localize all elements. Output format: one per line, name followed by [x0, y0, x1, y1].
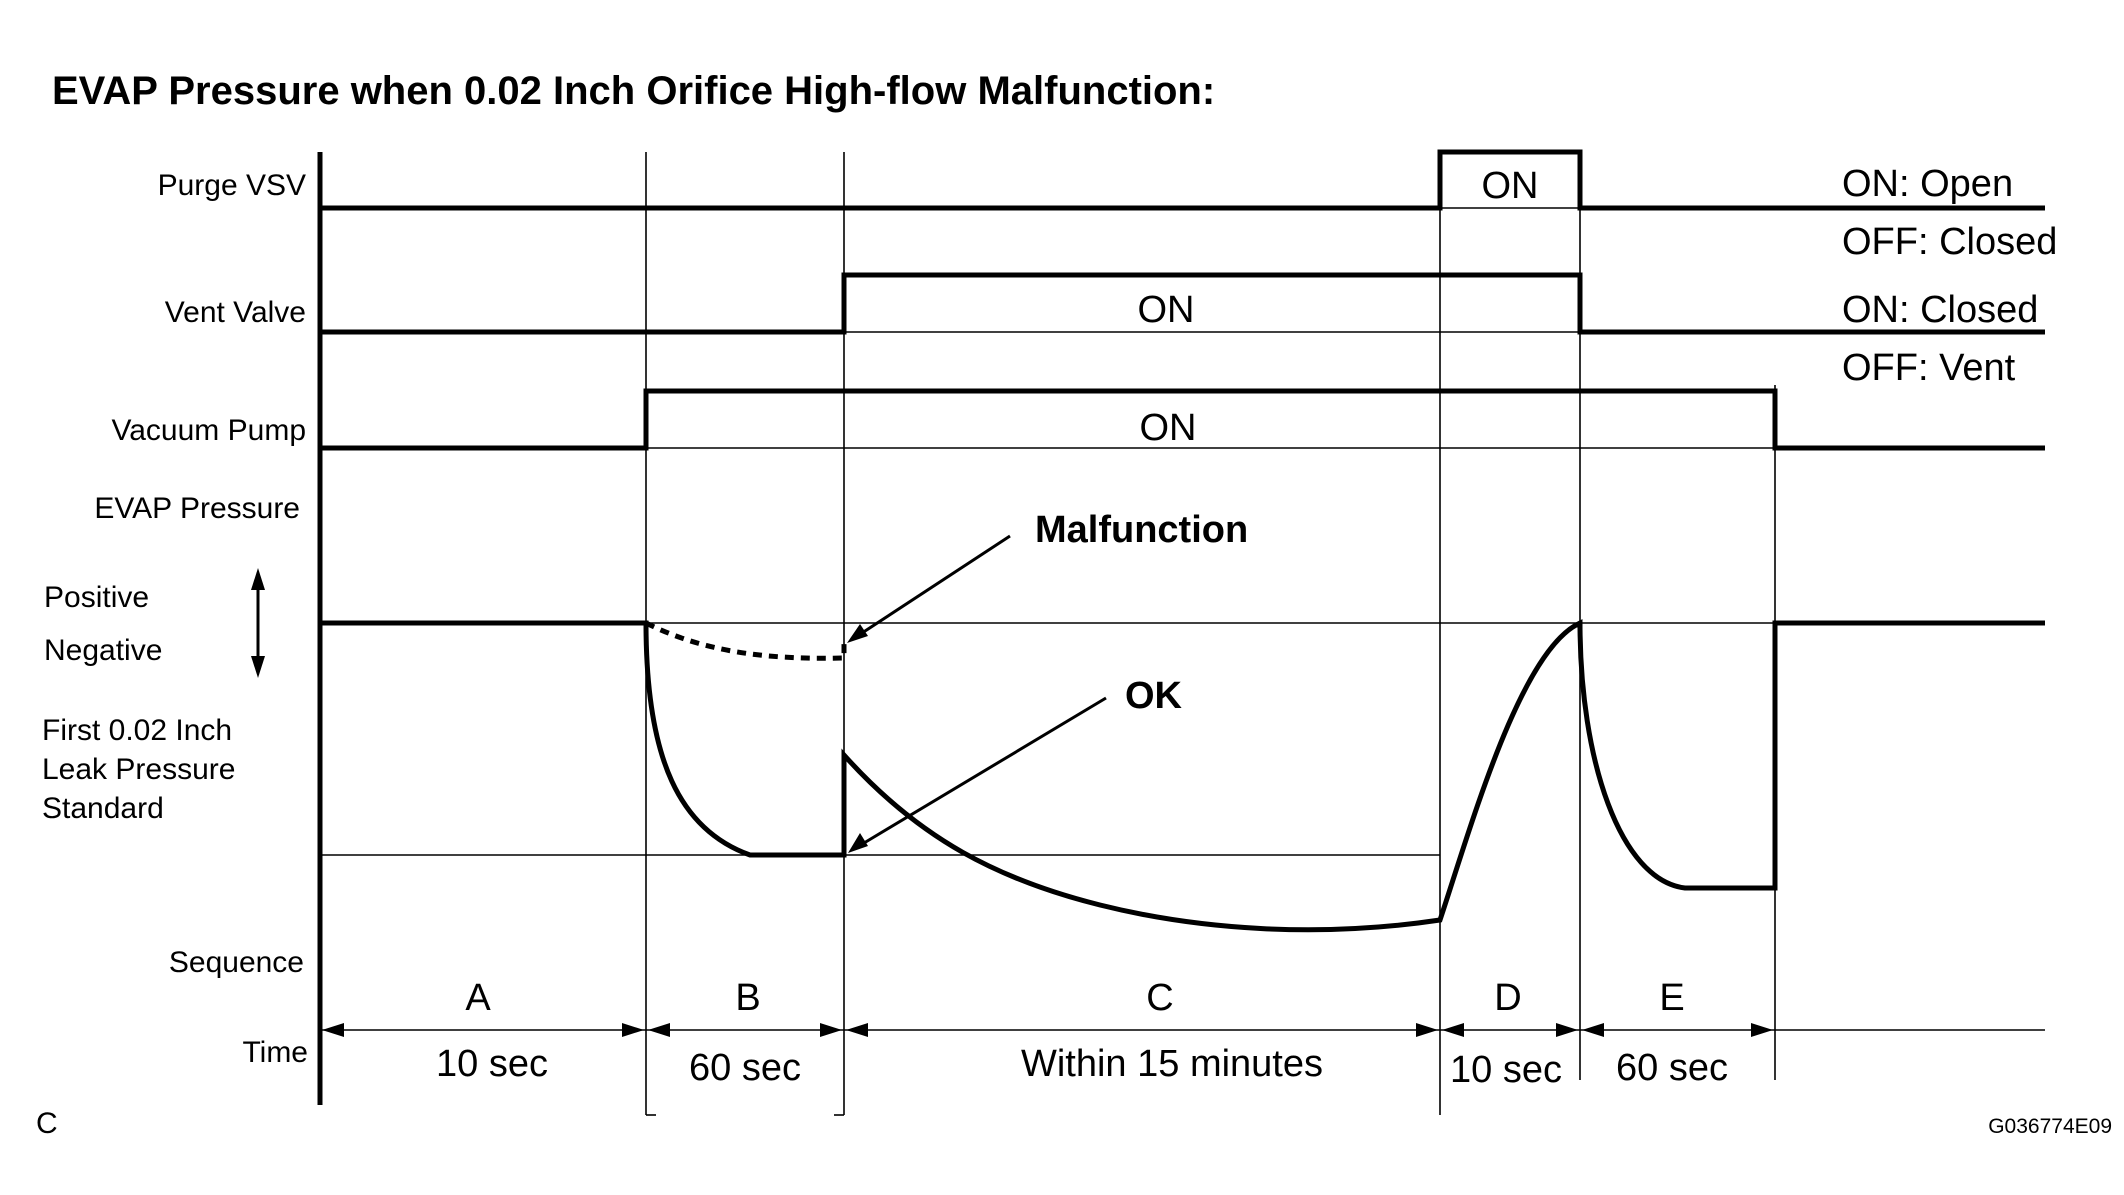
- label-sequence: Sequence: [169, 946, 304, 979]
- sequence-label-c: C: [1146, 977, 1173, 1019]
- phase-dividers: [645, 152, 1776, 1116]
- vacuum-pump-on-label: ON: [1140, 407, 1197, 449]
- purge-vsv-on-label: ON: [1482, 165, 1539, 207]
- sequence-labels: A B C D E: [465, 977, 1684, 1019]
- label-time: Time: [242, 1036, 308, 1069]
- legend-purge-on: ON: Open: [1842, 163, 2013, 205]
- label-leak-standard-2: Leak Pressure: [42, 753, 235, 786]
- malfunction-arrow-icon: [847, 534, 1011, 643]
- diagram-title: EVAP Pressure when 0.02 Inch Orifice Hig…: [52, 69, 1215, 113]
- time-labels: 10 sec 60 sec Within 15 minutes 10 sec 6…: [436, 1043, 1728, 1091]
- sequence-label-e: E: [1659, 977, 1684, 1019]
- ok-label: OK: [1125, 675, 1183, 717]
- vent-valve-on-label: ON: [1138, 289, 1195, 331]
- sequence-label-a: A: [465, 977, 491, 1019]
- label-vent-valve: Vent Valve: [165, 296, 306, 329]
- time-label-e: 60 sec: [1616, 1047, 1728, 1089]
- sequence-label-b: B: [735, 977, 760, 1019]
- legend-vent-off: OFF: Vent: [1842, 347, 2016, 389]
- malfunction-label: Malfunction: [1035, 509, 1248, 551]
- vacuum-pump-signal: [320, 388, 2045, 451]
- ok-arrow-icon: [848, 696, 1107, 853]
- time-label-d: 10 sec: [1450, 1049, 1562, 1091]
- label-positive: Positive: [44, 581, 149, 614]
- time-label-a: 10 sec: [436, 1043, 548, 1085]
- vent-valve-signal: [320, 272, 2045, 335]
- label-purge-vsv: Purge VSV: [158, 169, 306, 202]
- label-evap-pressure: EVAP Pressure: [94, 492, 300, 525]
- legend-purge-off: OFF: Closed: [1842, 221, 2057, 263]
- corner-mark: C: [36, 1107, 58, 1140]
- figure-id: G036774E09: [1988, 1115, 2112, 1138]
- purge-vsv-signal: [320, 149, 2045, 211]
- label-negative: Negative: [44, 634, 162, 667]
- time-axis-arrows: [320, 1023, 2045, 1037]
- label-leak-standard-3: Standard: [42, 792, 164, 825]
- time-label-b: 60 sec: [689, 1047, 801, 1089]
- evap-pressure-ok-curve: [320, 619, 2045, 933]
- positive-negative-arrow-icon: [251, 568, 265, 678]
- evap-pressure-malfunction-curve: [644, 620, 847, 661]
- label-leak-standard-1: First 0.02 Inch: [42, 714, 232, 747]
- label-vacuum-pump: Vacuum Pump: [111, 414, 306, 447]
- sequence-label-d: D: [1494, 977, 1521, 1019]
- time-label-c: Within 15 minutes: [1021, 1043, 1323, 1085]
- legend-vent-on: ON: Closed: [1842, 289, 2038, 331]
